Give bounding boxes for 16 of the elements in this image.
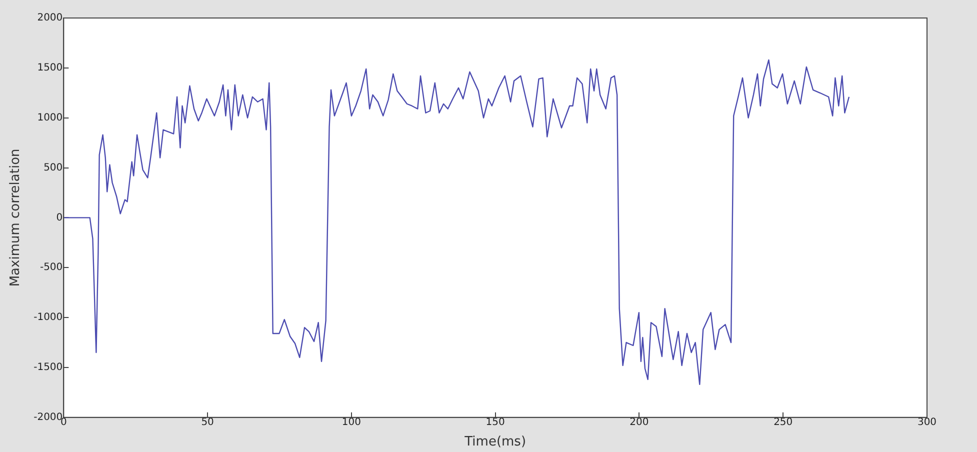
y-axis-title: Maximum correlation (8, 148, 24, 287)
y-tick-label: 500 (44, 162, 63, 174)
x-tick-label: 200 (630, 416, 649, 428)
y-tick-label: 2000 (37, 12, 63, 24)
x-tick-label: 100 (342, 416, 361, 428)
y-tick-label: -500 (40, 262, 63, 274)
x-tick-label: 250 (774, 416, 793, 428)
x-axis-title: Time(ms) (464, 434, 526, 450)
x-tick-label: 150 (486, 416, 505, 428)
y-tick-label: -1500 (34, 362, 63, 374)
y-tick-label: 1500 (37, 62, 63, 74)
y-tick-label: 0 (56, 212, 63, 224)
x-tick-label: 300 (917, 416, 937, 428)
y-tick-label: -1000 (34, 312, 63, 324)
x-tick-label: 50 (201, 416, 214, 428)
y-tick-label: 1000 (37, 112, 63, 124)
